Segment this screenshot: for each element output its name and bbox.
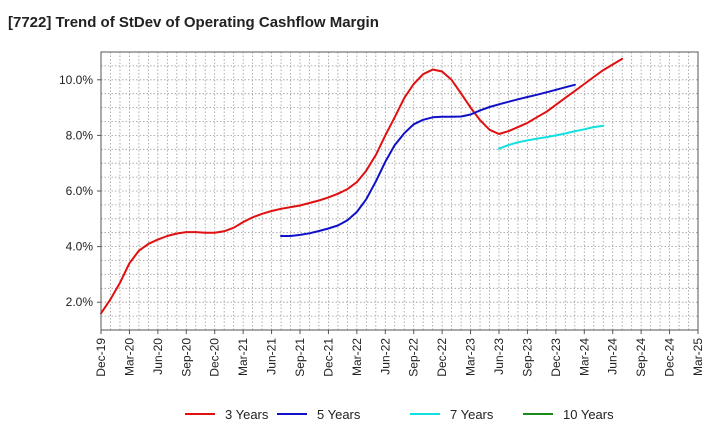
x-tick-label: Jun-20 [151,338,165,375]
x-tick-label: Jun-21 [265,338,279,375]
series-layer [100,57,624,315]
series-line-7-years [498,124,605,150]
x-tick-label: Dec-20 [208,338,222,377]
legend-label: 3 Years [225,407,269,422]
legend-label: 5 Years [317,407,361,422]
series-line-5-years [280,83,576,237]
x-tick-label: Sep-24 [634,338,648,377]
x-tick-label: Mar-20 [122,338,136,376]
x-tick-label: Mar-22 [350,338,364,376]
x-tick-label: Jun-24 [606,338,620,375]
y-tick-label: 8.0% [66,128,94,142]
y-axis: 2.0% 4.0% 6.0% 8.0% 10.0% [59,73,101,309]
x-tick-label: Mar-25 [691,338,705,376]
series-line-3-years [100,57,624,315]
x-tick-label: Mar-21 [236,338,250,376]
x-tick-label: Jun-22 [378,338,392,375]
legend-label: 10 Years [563,407,614,422]
x-tick-label: Mar-24 [577,338,591,376]
x-tick-label: Sep-23 [520,338,534,377]
grid-layer [101,52,698,330]
x-tick-label: Jun-23 [492,338,506,375]
x-tick-label: Dec-21 [321,338,335,377]
x-tick-label: Sep-22 [407,338,421,377]
legend: 3 Years 5 Years 7 Years 10 Years [185,407,614,422]
y-tick-label: 2.0% [66,295,94,309]
chart-title: [7722] Trend of StDev of Operating Cashf… [8,14,379,31]
y-tick-label: 4.0% [66,240,94,254]
x-tick-label: Dec-23 [549,338,563,377]
x-tick-label: Dec-22 [435,338,449,377]
x-tick-label: Mar-23 [464,338,478,376]
legend-label: 7 Years [450,407,494,422]
x-tick-label: Dec-24 [663,338,677,377]
x-tick-label: Sep-20 [179,338,193,377]
x-axis: Dec-19 Mar-20 Jun-20 Sep-20 Dec-20 Mar-21 Jun-… [94,330,705,377]
y-tick-label: 6.0% [66,184,94,198]
x-tick-label: Sep-21 [293,338,307,377]
y-tick-label: 10.0% [59,73,93,87]
x-tick-label: Dec-19 [94,338,108,377]
